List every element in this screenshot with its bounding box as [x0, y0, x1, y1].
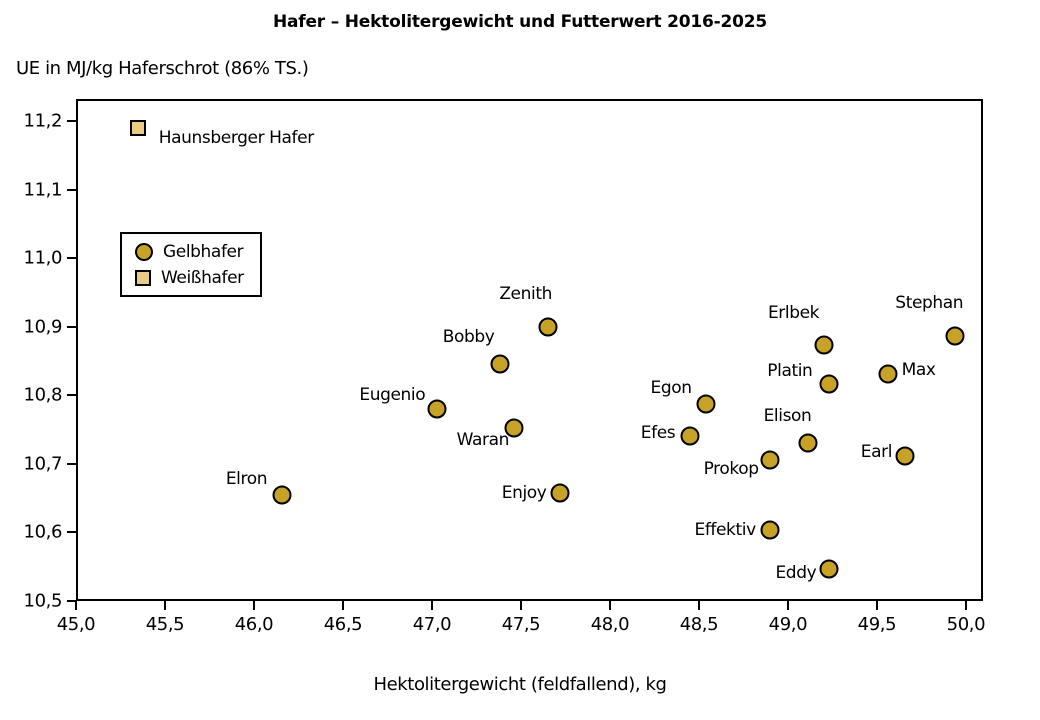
- data-point-efes: [680, 426, 700, 446]
- data-point-label: Earl: [860, 441, 893, 462]
- y-tick-label: 10,8: [23, 384, 63, 406]
- data-point-zenith: [538, 317, 558, 337]
- legend: Gelbhafer Weißhafer: [120, 232, 262, 297]
- x-tick-label: 47,0: [412, 614, 452, 635]
- x-tick-label: 48,5: [679, 614, 719, 635]
- x-tick-label: 46,0: [234, 614, 274, 635]
- data-point-label: Prokop: [703, 458, 759, 479]
- data-point-effektiv: [760, 520, 780, 540]
- y-tick: [67, 600, 76, 602]
- data-point-elison: [798, 433, 817, 453]
- y-tick-label: 10,6: [23, 521, 63, 543]
- y-tick-label: 11,2: [23, 110, 63, 132]
- legend-item-weisshafer: Weißhafer: [135, 268, 260, 288]
- data-point-waran: [504, 418, 524, 438]
- y-tick-label: 10,7: [23, 453, 63, 475]
- data-point-eugenio: [427, 399, 447, 419]
- data-point-stephan: [945, 326, 965, 346]
- data-point-label: Bobby: [442, 327, 495, 348]
- y-tick: [67, 119, 76, 122]
- legend-item-gelbhafer: Gelbhafer: [135, 242, 260, 262]
- x-tick-label: 50,0: [946, 614, 986, 635]
- x-tick: [341, 601, 344, 610]
- y-tick: [67, 325, 76, 328]
- y-tick: [67, 257, 76, 260]
- data-point-label: Zenith: [499, 283, 552, 304]
- x-tick-label: 49,0: [768, 614, 808, 635]
- data-point-platin: [819, 374, 839, 394]
- y-tick: [67, 394, 76, 397]
- data-point-label: Enjoy: [501, 483, 547, 504]
- x-tick-label: 47,5: [501, 614, 541, 635]
- x-tick: [875, 601, 878, 610]
- data-point-label: Stephan: [895, 292, 964, 313]
- data-point-label: Max: [901, 360, 936, 380]
- chart-title: Hafer – Hektolitergewicht und Futterwert…: [272, 12, 768, 32]
- data-point-egon: [696, 394, 716, 414]
- plot-border: [76, 99, 983, 601]
- y-tick-label: 11,1: [23, 179, 63, 201]
- x-tick: [163, 601, 166, 610]
- data-point-label: Eugenio: [359, 384, 426, 405]
- data-point-eddy: [819, 559, 839, 579]
- data-point-label: Platin: [767, 361, 813, 382]
- data-point-enjoy: [550, 483, 570, 503]
- data-point-label: Eddy: [775, 562, 817, 583]
- data-point-bobby: [490, 354, 510, 374]
- data-point-label: Effektiv: [694, 520, 756, 541]
- y-axis-title: UE in MJ/kg Haferschrot (86% TS.): [16, 58, 309, 79]
- data-point-haunsberger-hafer: [130, 119, 147, 136]
- x-tick-label: 45,5: [145, 614, 185, 635]
- data-point-elron: [272, 485, 292, 505]
- legend-label-weisshafer: Weißhafer: [161, 267, 244, 288]
- x-tick: [75, 601, 77, 610]
- data-point-label: Haunsberger Hafer: [158, 127, 314, 148]
- data-point-prokop: [760, 450, 780, 470]
- legend-label-gelbhafer: Gelbhafer: [163, 241, 244, 262]
- x-tick: [519, 601, 522, 610]
- data-point-label: Egon: [650, 378, 692, 399]
- x-axis-title: Hektolitergewicht (feldfallend), kg: [373, 674, 667, 695]
- plot-area: Haunsberger Hafer Elron Eugenio Bobby Zenith…: [76, 99, 983, 601]
- y-tick-label: 10,9: [23, 316, 63, 338]
- gelbhafer-circle-icon: [135, 242, 153, 261]
- y-tick: [67, 462, 76, 465]
- data-point-label: Elison: [763, 405, 812, 426]
- x-tick: [608, 601, 611, 610]
- data-point-label: Erlbek: [767, 303, 820, 324]
- data-point-erlbek: [814, 335, 834, 355]
- data-point-earl: [895, 446, 915, 466]
- y-tick-label: 11,0: [23, 247, 63, 269]
- weisshafer-square-icon: [135, 269, 151, 286]
- x-tick-label: 46,5: [323, 614, 363, 635]
- x-tick: [964, 601, 967, 610]
- x-tick: [786, 601, 789, 610]
- data-point-label: Efes: [640, 423, 676, 444]
- x-tick: [697, 601, 700, 610]
- x-tick: [430, 601, 433, 610]
- y-tick-label: 10,5: [23, 590, 63, 612]
- x-tick: [252, 601, 255, 610]
- x-tick-label: 49,5: [857, 614, 897, 635]
- data-point-label: Waran: [456, 430, 510, 451]
- y-tick: [67, 188, 76, 191]
- x-tick-label: 48,0: [590, 614, 630, 635]
- data-point-max: [878, 364, 898, 384]
- data-point-label: Elron: [225, 468, 268, 489]
- y-tick: [67, 531, 76, 534]
- x-tick-label: 45,0: [56, 614, 96, 635]
